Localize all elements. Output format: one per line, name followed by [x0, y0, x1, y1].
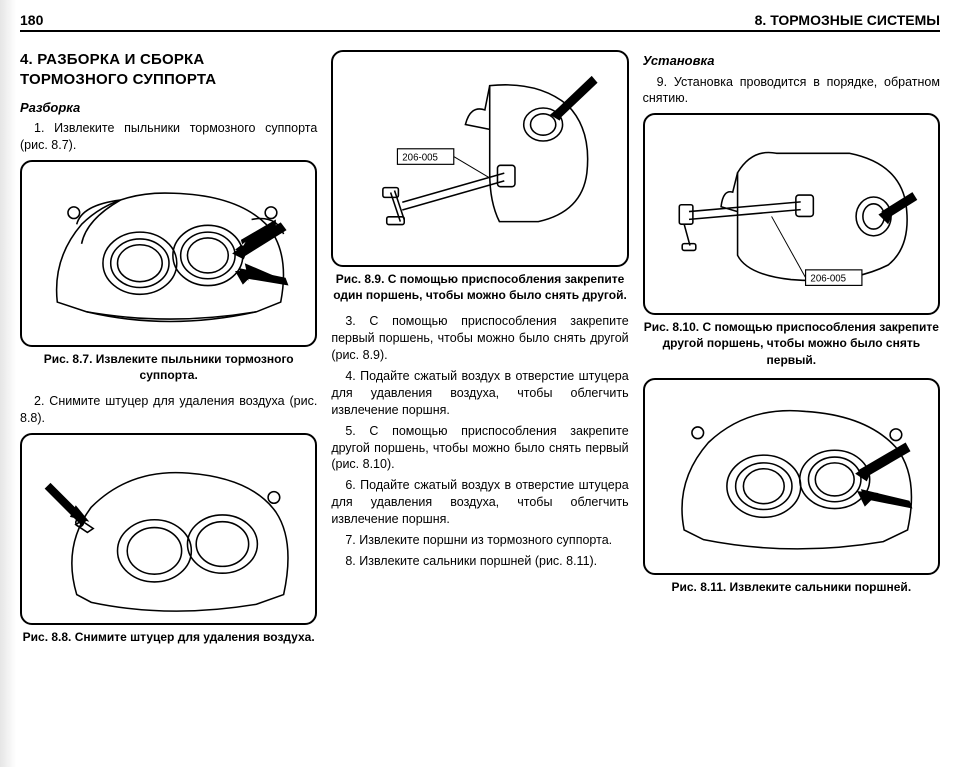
page-number: 180	[20, 12, 43, 28]
figure-8-8	[20, 433, 317, 625]
figure-8-11	[643, 378, 940, 575]
step-1: 1. Извлеките пыльники тормозного суппорт…	[20, 120, 317, 154]
fig87-caption: Рис. 8.7. Извлеките пыльники тормозного …	[20, 351, 317, 383]
fig810-svg: 206-005	[655, 119, 927, 309]
chapter-title: 8. ТОРМОЗНЫЕ СИСТЕМЫ	[755, 12, 940, 28]
subheading-install: Установка	[643, 52, 940, 70]
step-7: 7. Извлеките поршни из тормозного суппор…	[331, 532, 628, 549]
fig88-svg	[33, 439, 305, 619]
figure-8-7	[20, 160, 317, 347]
step-2: 2. Снимите штуцер для удаления воздуха (…	[20, 393, 317, 427]
figure-8-9: 206-005	[331, 50, 628, 267]
step-4: 4. Подайте сжатый воздух в отверстие шту…	[331, 368, 628, 419]
fig811-caption: Рис. 8.11. Извлеките сальники поршней.	[643, 579, 940, 595]
column-2: 206-005 Рис. 8.9. С помощью приспособлен…	[331, 44, 628, 655]
fig87-svg	[33, 166, 305, 341]
section-title-line2: ТОРМОЗНОГО СУППОРТА	[20, 70, 317, 90]
subheading-disassembly: Разборка	[20, 99, 317, 117]
column-1: 4. РАЗБОРКА И СБОРКА ТОРМОЗНОГО СУППОРТА…	[20, 44, 317, 655]
step-8: 8. Извлеките сальники поршней (рис. 8.11…	[331, 553, 628, 570]
step-3: 3. С помощью приспособления закрепите пе…	[331, 313, 628, 364]
scan-shadow	[0, 0, 16, 767]
fig88-caption: Рис. 8.8. Снимите штуцер для удаления во…	[20, 629, 317, 645]
column-3: Установка 9. Установка проводится в поря…	[643, 44, 940, 655]
fig810-caption: Рис. 8.10. С помощью приспособления закр…	[643, 319, 940, 368]
content-columns: 4. РАЗБОРКА И СБОРКА ТОРМОЗНОГО СУППОРТА…	[20, 44, 940, 655]
step-5: 5. С помощью приспособления закрепите др…	[331, 423, 628, 474]
step-6: 6. Подайте сжатый воздух в отверстие шту…	[331, 477, 628, 528]
section-title-line1: 4. РАЗБОРКА И СБОРКА	[20, 50, 317, 70]
fig89-caption: Рис. 8.9. С помощью приспособления закре…	[331, 271, 628, 303]
figure-8-10: 206-005	[643, 113, 940, 315]
fig811-svg	[655, 384, 927, 569]
tool-label-810: 206-005	[811, 274, 847, 285]
manual-page: 180 8. ТОРМОЗНЫЕ СИСТЕМЫ 4. РАЗБОРКА И С…	[0, 0, 960, 767]
page-header: 180 8. ТОРМОЗНЫЕ СИСТЕМЫ	[20, 12, 940, 32]
section-title: 4. РАЗБОРКА И СБОРКА ТОРМОЗНОГО СУППОРТА	[20, 50, 317, 91]
step-9: 9. Установка проводится в порядке, обрат…	[643, 74, 940, 108]
fig89-svg: 206-005	[344, 56, 616, 261]
tool-label-89: 206-005	[402, 152, 438, 163]
